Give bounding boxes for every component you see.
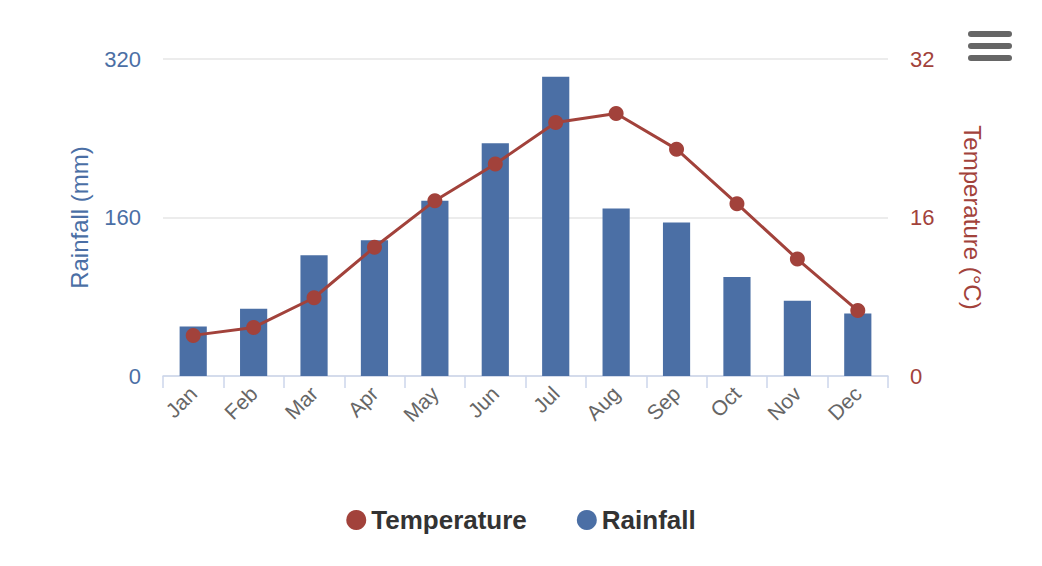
svg-text:Mar: Mar xyxy=(280,382,322,424)
svg-text:Jan: Jan xyxy=(161,382,201,422)
svg-text:16: 16 xyxy=(910,205,934,230)
svg-text:0: 0 xyxy=(910,364,922,389)
svg-text:Apr: Apr xyxy=(343,382,382,421)
svg-text:Jun: Jun xyxy=(463,382,503,422)
svg-text:May: May xyxy=(399,382,444,427)
svg-text:320: 320 xyxy=(104,47,141,72)
svg-text:Dec: Dec xyxy=(823,382,866,425)
svg-text:Nov: Nov xyxy=(763,382,806,425)
svg-text:Feb: Feb xyxy=(220,382,262,424)
svg-text:160: 160 xyxy=(104,205,141,230)
svg-text:Sep: Sep xyxy=(642,382,685,425)
svg-text:Aug: Aug xyxy=(582,382,625,425)
svg-text:Temperature: Temperature xyxy=(371,505,527,535)
svg-text:Rainfall (mm): Rainfall (mm) xyxy=(66,146,93,289)
svg-text:32: 32 xyxy=(910,47,934,72)
svg-text:Jul: Jul xyxy=(529,382,564,417)
svg-text:Temperature (°C): Temperature (°C) xyxy=(959,125,986,309)
svg-text:Rainfall: Rainfall xyxy=(602,505,696,535)
svg-text:Oct: Oct xyxy=(706,382,745,421)
svg-text:0: 0 xyxy=(129,364,141,389)
